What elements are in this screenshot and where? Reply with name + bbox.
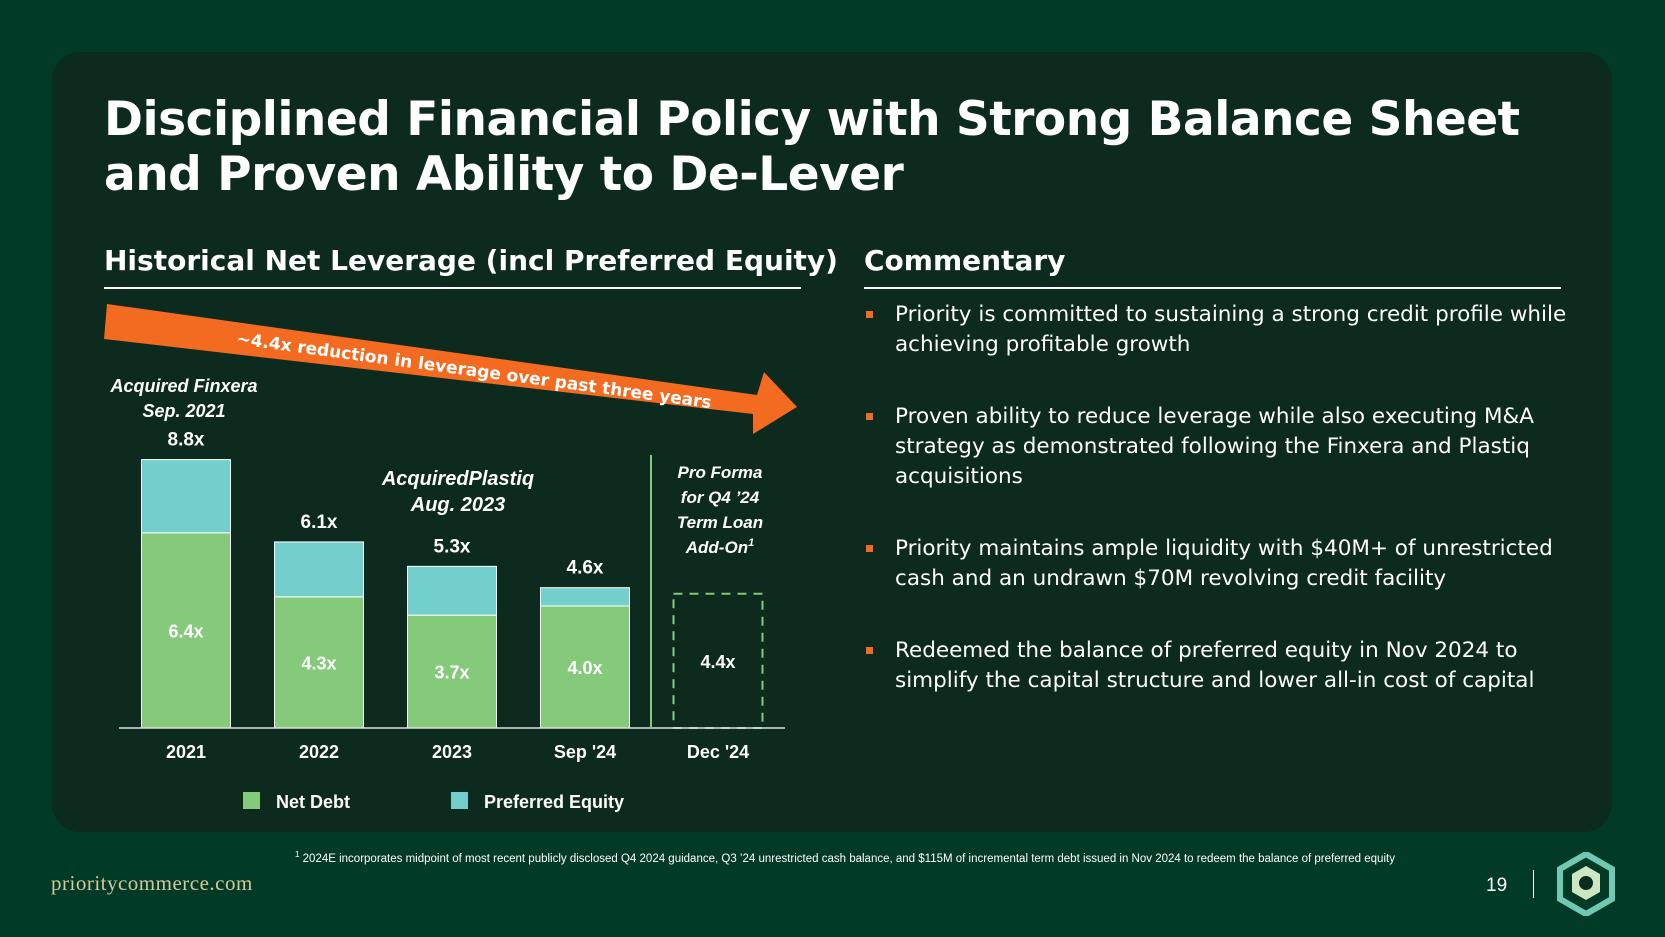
legend-label: Preferred Equity (484, 792, 624, 812)
bar-value-label: 4.4x (700, 652, 735, 672)
pro-forma-annotation: for Q4 ’24 (681, 488, 760, 507)
plastiq-annotation: Aug. 2023 (410, 494, 505, 516)
x-tick-label: 2021 (166, 742, 206, 762)
legend-swatch (451, 792, 468, 809)
commentary-bullet: Proven ability to reduce leverage while … (864, 402, 1574, 492)
bar-total-label: 5.3x (434, 536, 471, 557)
bar-net-debt (540, 605, 630, 729)
website-link[interactable]: prioritycommerce.com (51, 871, 253, 895)
footnote: 1 2024E incorporates midpoint of most re… (295, 846, 1455, 868)
bullet-marker (866, 413, 873, 420)
bar-preferred-equity (274, 541, 364, 598)
commentary-heading-rule (864, 287, 1561, 289)
footnote-marker: 1 (295, 850, 300, 859)
commentary-text: Priority maintains ample liquidity with … (895, 536, 1553, 591)
page-divider (1533, 870, 1534, 898)
bullet-marker (866, 647, 873, 654)
bar-total-label: 6.1x (301, 512, 338, 533)
commentary-bullet: Redeemed the balance of preferred equity… (864, 636, 1574, 696)
priority-logo-icon (1557, 852, 1615, 916)
pro-forma-annotation: Term Loan (677, 513, 763, 532)
legend-label: Net Debt (276, 792, 350, 812)
finxera-annotation: Acquired Finxera (109, 376, 257, 396)
slide-title: Disciplined Financial Policy with Strong… (104, 92, 1520, 202)
x-tick-label: Sep '24 (554, 742, 616, 762)
plastiq-annotation: AcquiredPlastiq (381, 468, 534, 490)
bar-net-debt (141, 532, 231, 729)
legend-swatch (243, 792, 260, 809)
bar-value-label: 4.0x (567, 658, 602, 678)
chart-heading-rule (104, 287, 801, 289)
bar-total-label: 4.6x (567, 558, 604, 579)
bar-value-label: 4.3x (301, 653, 336, 673)
commentary-bullet: Priority is committed to sustaining a st… (864, 300, 1574, 360)
reduction-arrow-icon (104, 304, 797, 434)
reduction-arrow-label: ~4.4x reduction in leverage over past th… (235, 329, 712, 413)
bullet-marker (866, 545, 873, 552)
pro-forma-annotation: Add-On1 (685, 537, 754, 557)
x-tick-label: 2023 (432, 742, 472, 762)
bar-value-label: 6.4x (168, 621, 203, 641)
pro-forma-annotation: Pro Forma (677, 463, 762, 482)
finxera-annotation: Sep. 2021 (142, 401, 225, 421)
bar-net-debt (274, 596, 364, 729)
commentary-text: Redeemed the balance of preferred equity… (895, 638, 1535, 693)
page-number: 19 (1486, 875, 1508, 896)
footnote-text: 2024E incorporates midpoint of most rece… (302, 852, 1395, 865)
bar-preferred-equity (540, 587, 630, 607)
bar-preferred-equity (407, 565, 497, 616)
commentary-heading: Commentary (864, 244, 1066, 277)
bullet-marker (866, 311, 873, 318)
commentary-list: Priority is committed to sustaining a st… (864, 300, 1574, 738)
commentary-text: Priority is committed to sustaining a st… (895, 302, 1567, 357)
bar-total-label: 8.8x (168, 430, 205, 451)
bar-preferred-equity (141, 459, 231, 534)
x-tick-label: Dec '24 (687, 742, 749, 762)
commentary-bullet: Priority maintains ample liquidity with … (864, 534, 1574, 594)
bar-value-label: 3.7x (434, 663, 469, 683)
chart-heading: Historical Net Leverage (incl Preferred … (104, 244, 838, 277)
commentary-text: Proven ability to reduce leverage while … (895, 404, 1534, 489)
pro-forma-superscript: 1 (748, 537, 754, 549)
x-tick-label: 2022 (299, 742, 339, 762)
